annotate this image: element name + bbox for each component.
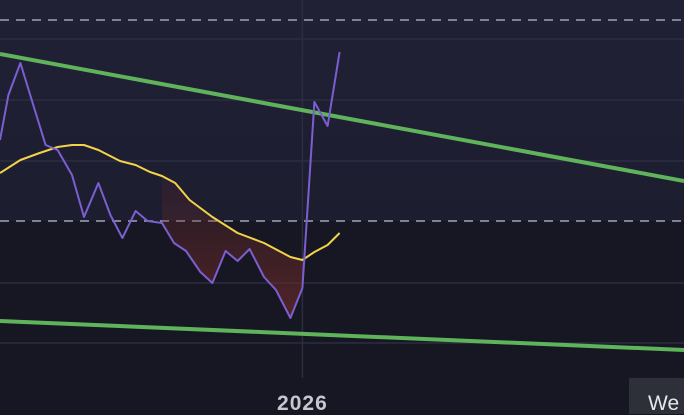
upper-zone-background [0, 0, 684, 221]
timeframe-label[interactable]: We [629, 378, 684, 414]
x-tick-label-2026: 2026 [277, 393, 328, 414]
lower-zone-background [0, 221, 684, 414]
